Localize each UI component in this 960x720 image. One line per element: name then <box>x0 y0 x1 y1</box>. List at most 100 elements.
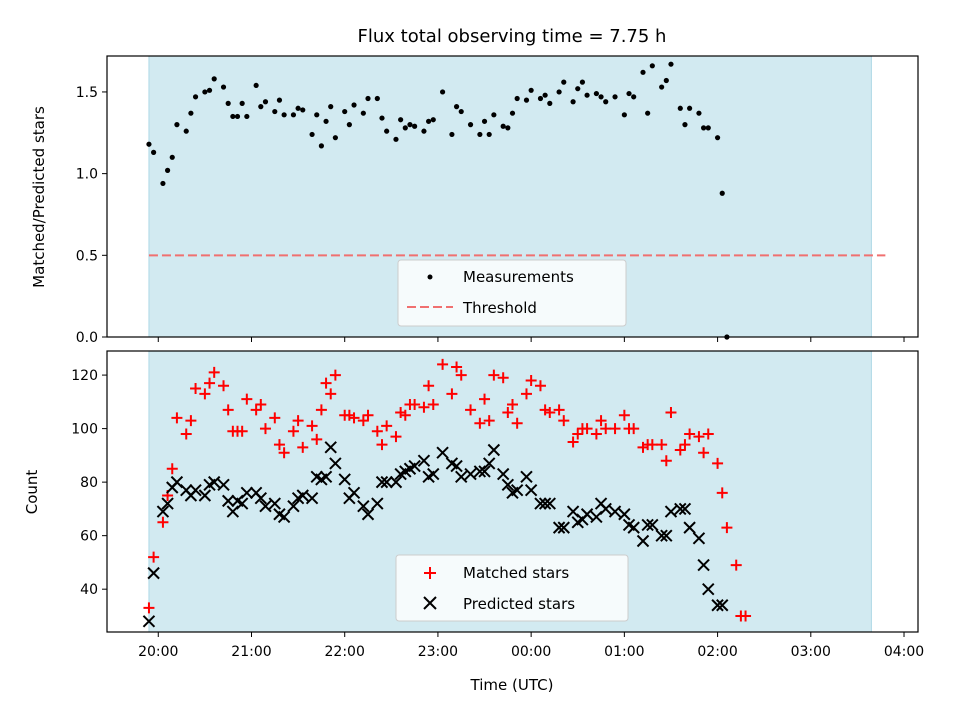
predicted-star-point <box>482 457 496 470</box>
predicted-star-point <box>189 483 202 497</box>
matched-star-point <box>204 377 216 389</box>
measurement-point <box>332 135 338 141</box>
matched-star-point <box>544 407 556 419</box>
measurement-point <box>626 90 632 97</box>
x-tick-label: 04:00 <box>884 644 924 660</box>
matched-star-point <box>618 409 630 421</box>
matched-star-point <box>740 610 752 622</box>
measurement-point <box>477 131 483 138</box>
measurement-point <box>225 100 231 106</box>
measurement-point <box>220 84 227 90</box>
legend-threshold-label: Threshold <box>462 299 537 317</box>
predicted-star-point <box>692 532 706 545</box>
measurement-point <box>645 110 651 116</box>
predicted-star-point <box>254 491 268 505</box>
matched-star-point <box>409 399 421 411</box>
matched-star-point <box>185 415 197 427</box>
matched-star-point <box>581 423 593 435</box>
measurement-point <box>253 82 259 89</box>
matched-star-point <box>148 551 160 563</box>
predicted-star-point <box>496 467 510 481</box>
matched-star-point <box>595 415 607 427</box>
predicted-star-point <box>408 459 421 473</box>
matched-star-point <box>143 602 155 614</box>
predicted-star-point <box>156 505 170 518</box>
matched-star-point <box>684 428 696 440</box>
measurement-point <box>318 143 325 149</box>
predicted-star-point <box>655 529 668 542</box>
matched-star-point <box>712 457 724 469</box>
matched-star-point <box>488 369 500 381</box>
matched-star-point <box>497 372 509 384</box>
measurement-point <box>374 95 380 102</box>
measurement-point <box>421 128 427 134</box>
predicted-star-point <box>534 497 547 510</box>
measurement-point <box>272 108 278 115</box>
bottom-y-axis-label: Count <box>23 470 41 515</box>
measurement-point <box>514 95 520 102</box>
matched-star-point <box>311 433 323 445</box>
measurement-point <box>183 128 189 134</box>
legend-matched-marker <box>424 567 436 579</box>
matched-star-point <box>534 380 546 392</box>
matched-star-point <box>721 522 733 534</box>
top-y-axis-label: Matched/Predicted stars <box>30 106 48 288</box>
top-y-tick-label: 1.0 <box>76 167 98 183</box>
matched-star-point <box>278 447 290 459</box>
predicted-star-point <box>296 489 309 502</box>
predicted-star-point <box>683 521 696 534</box>
measurement-point <box>719 190 725 196</box>
matched-star-point <box>329 369 341 381</box>
measurement-point <box>365 95 371 102</box>
predicted-star-point <box>580 508 594 521</box>
matched-star-point <box>273 439 285 451</box>
measurement-point <box>402 125 408 131</box>
matched-star-point <box>418 401 430 413</box>
bottom-legend-box <box>395 554 629 622</box>
top-y-ticks: 0.0 0.5 1.0 1.5 <box>76 85 107 346</box>
matched-star-point <box>157 516 169 528</box>
measurement-point <box>575 86 581 92</box>
measurement-point <box>561 79 567 85</box>
measurement-point <box>412 123 418 129</box>
matched-star-point <box>656 439 668 451</box>
measurement-point <box>700 125 707 131</box>
measurement-point <box>188 110 194 116</box>
predicted-star-point <box>287 500 300 513</box>
measurement-point <box>659 84 665 90</box>
matched-star-point <box>507 399 518 411</box>
measurement-point <box>206 87 213 93</box>
bottom-y-tick-label: 100 <box>71 422 98 438</box>
matched-star-point <box>446 388 458 400</box>
matched-star-point <box>269 412 281 424</box>
matched-star-point <box>660 455 672 467</box>
matched-star-point <box>362 409 374 421</box>
measurement-point <box>458 108 464 115</box>
top-axes-frame <box>106 55 919 338</box>
legend-matched-label: Matched stars <box>463 564 569 582</box>
matched-star-point <box>259 423 271 435</box>
measurements-points <box>146 61 730 340</box>
measurement-point <box>505 125 511 131</box>
measurement-point <box>346 122 352 128</box>
measurement-point <box>146 141 152 147</box>
matched-star-point <box>399 409 411 421</box>
measurement-point <box>328 104 334 110</box>
predicted-star-point <box>641 518 654 532</box>
predicted-star-point <box>478 465 491 478</box>
predicted-star-point <box>380 475 393 489</box>
measurement-point <box>258 104 264 110</box>
matched-star-point <box>600 423 612 435</box>
matched-star-point <box>567 436 579 448</box>
matched-star-point <box>730 559 742 571</box>
x-axis-label: Time (UTC) <box>470 676 554 694</box>
predicted-star-point <box>240 486 254 500</box>
predicted-star-point <box>464 467 477 481</box>
predicted-star-point <box>436 446 449 459</box>
measurement-point <box>687 105 693 111</box>
matched-star-point <box>306 420 318 432</box>
chart-title: Flux total observing time = 7.75 h <box>358 26 667 47</box>
bottom-y-tick-label: 120 <box>71 368 98 384</box>
x-tick-label: 03:00 <box>791 644 831 660</box>
